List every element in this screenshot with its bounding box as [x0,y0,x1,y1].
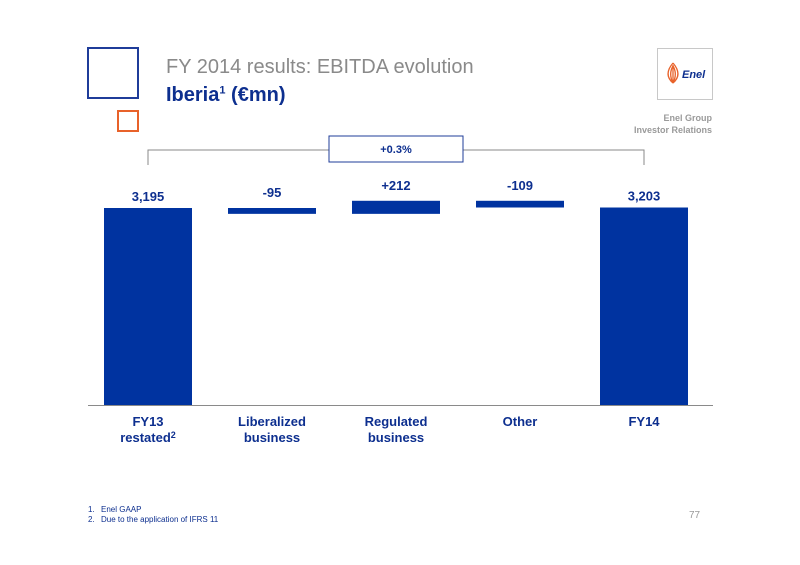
brand-caption: Enel Group Investor Relations [634,112,712,136]
page-title: FY 2014 results: EBITDA evolution [166,56,474,78]
data-label-3: -109 [507,178,533,193]
decorative-square-orange [117,110,139,132]
footnote-2-text: Due to the application of IFRS 11 [101,515,219,524]
category-label-1: Liberalized business [238,414,306,445]
footnote-1-text: Enel GAAP [101,505,142,514]
footnote-2-number: 2. [88,515,95,524]
bar-0 [104,208,192,405]
bar-2 [352,200,440,214]
logo-text: Enel [682,69,706,81]
change-label: +0.3% [380,144,412,156]
data-label-0: 3,195 [132,189,165,204]
data-label-1: -95 [263,185,282,200]
footnote-1-number: 1. [88,505,95,514]
enel-flame-icon [667,62,679,84]
footnotes: 1. Enel GAAP 2. Due to the application of … [88,505,218,525]
category-label-3: Other [503,414,538,429]
brand-line-2: Investor Relations [633,125,712,135]
category-label-0: FY13 restated2 [120,414,176,445]
data-label-2: +212 [381,178,410,193]
change-box [328,135,464,163]
decorative-square-blue [87,47,139,99]
subtitle-footnote-ref: 1 [219,84,226,97]
subtitle-main: Iberia [166,84,220,106]
footnote-2: 2. Due to the application of IFRS 11 [88,515,218,525]
subtitle-unit: (€mn) [225,84,286,106]
footnote-1: 1. Enel GAAP [88,505,218,515]
brand-line-1: Enel Group [663,113,712,123]
bar-3 [476,200,564,208]
bar-4 [600,207,688,405]
enel-logo: Enel [657,48,713,100]
category-label-2: Regulated business [365,414,428,445]
data-label-4: 3,203 [628,189,661,204]
page-subtitle: Iberia1 (€mn) [166,84,285,107]
bar-1 [228,208,316,214]
page-number: 77 [689,510,701,521]
category-label-4: FY14 [628,414,660,429]
